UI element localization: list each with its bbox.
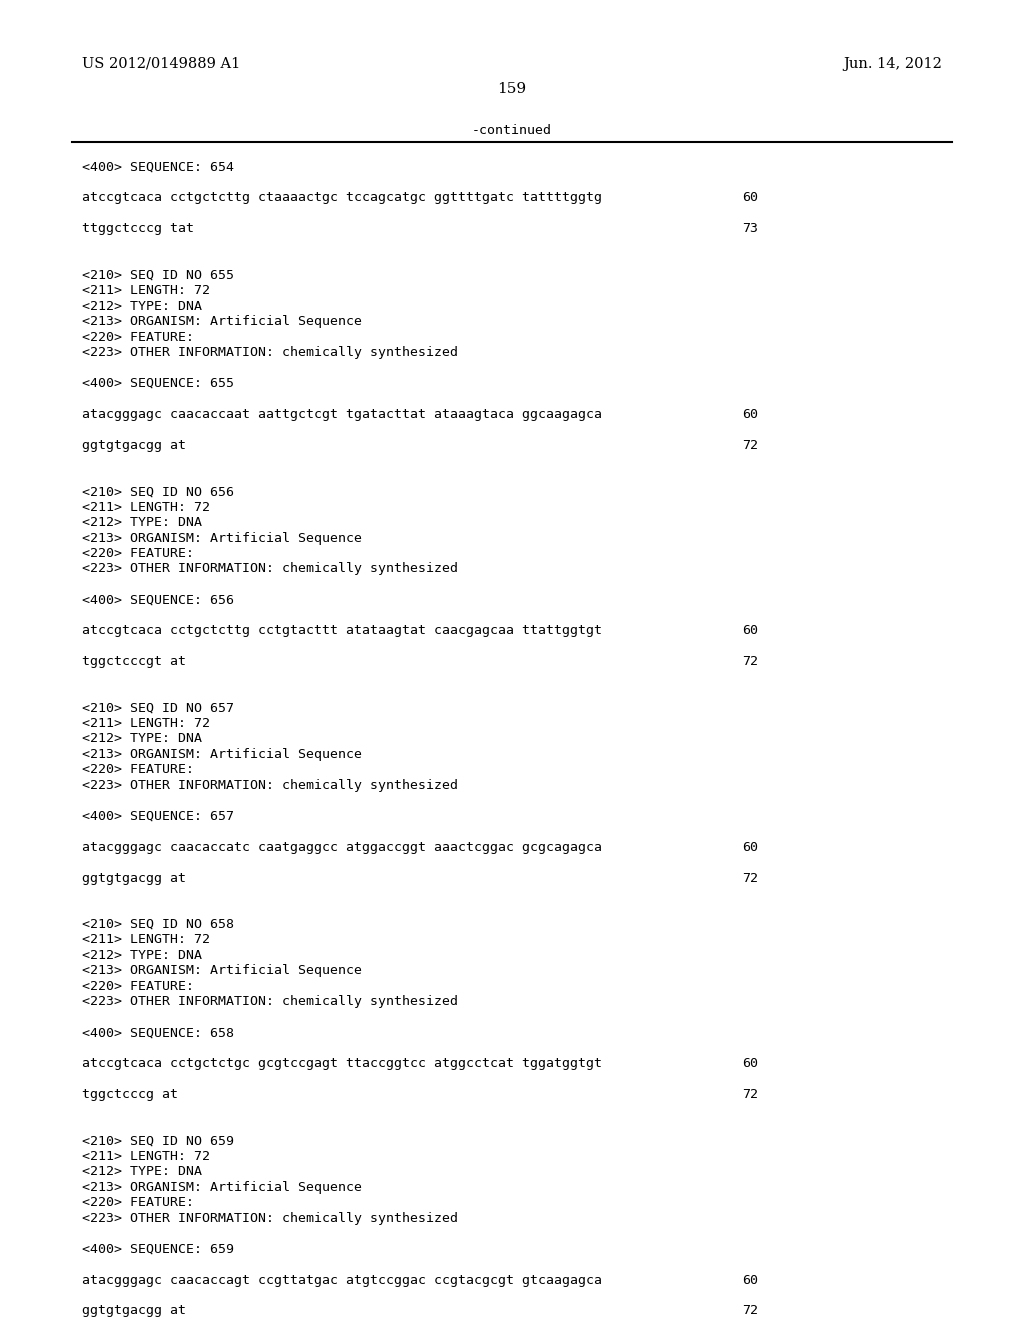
Text: <400> SEQUENCE: 655: <400> SEQUENCE: 655 [82, 378, 233, 389]
Text: <211> LENGTH: 72: <211> LENGTH: 72 [82, 284, 210, 297]
Text: <223> OTHER INFORMATION: chemically synthesized: <223> OTHER INFORMATION: chemically synt… [82, 1212, 458, 1225]
Text: atccgtcaca cctgctcttg ctaaaactgc tccagcatgc ggttttgatc tattttggtg: atccgtcaca cctgctcttg ctaaaactgc tccagca… [82, 191, 602, 205]
Text: <220> FEATURE:: <220> FEATURE: [82, 1196, 194, 1209]
Text: ggtgtgacgg at: ggtgtgacgg at [82, 871, 186, 884]
Text: <213> ORGANISM: Artificial Sequence: <213> ORGANISM: Artificial Sequence [82, 965, 361, 977]
Text: -continued: -continued [472, 124, 552, 137]
Text: <223> OTHER INFORMATION: chemically synthesized: <223> OTHER INFORMATION: chemically synt… [82, 995, 458, 1008]
Text: atacgggagc caacaccaat aattgctcgt tgatacttat ataaagtaca ggcaagagca: atacgggagc caacaccaat aattgctcgt tgatact… [82, 408, 602, 421]
Text: ttggctcccg tat: ttggctcccg tat [82, 222, 194, 235]
Text: <220> FEATURE:: <220> FEATURE: [82, 546, 194, 560]
Text: <211> LENGTH: 72: <211> LENGTH: 72 [82, 1150, 210, 1163]
Text: 60: 60 [742, 624, 759, 638]
Text: <400> SEQUENCE: 654: <400> SEQUENCE: 654 [82, 161, 233, 173]
Text: <210> SEQ ID NO 656: <210> SEQ ID NO 656 [82, 486, 233, 498]
Text: atccgtcaca cctgctctgc gcgtccgagt ttaccggtcc atggcctcat tggatggtgt: atccgtcaca cctgctctgc gcgtccgagt ttaccgg… [82, 1057, 602, 1071]
Text: <212> TYPE: DNA: <212> TYPE: DNA [82, 733, 202, 746]
Text: tggctcccgt at: tggctcccgt at [82, 655, 186, 668]
Text: 72: 72 [742, 1088, 759, 1101]
Text: <213> ORGANISM: Artificial Sequence: <213> ORGANISM: Artificial Sequence [82, 532, 361, 545]
Text: <213> ORGANISM: Artificial Sequence: <213> ORGANISM: Artificial Sequence [82, 1181, 361, 1193]
Text: 72: 72 [742, 871, 759, 884]
Text: atacgggagc caacaccatc caatgaggcc atggaccggt aaactcggac gcgcagagca: atacgggagc caacaccatc caatgaggcc atggacc… [82, 841, 602, 854]
Text: Jun. 14, 2012: Jun. 14, 2012 [843, 57, 942, 70]
Text: 60: 60 [742, 191, 759, 205]
Text: ggtgtgacgg at: ggtgtgacgg at [82, 1304, 186, 1317]
Text: <212> TYPE: DNA: <212> TYPE: DNA [82, 949, 202, 962]
Text: <210> SEQ ID NO 659: <210> SEQ ID NO 659 [82, 1134, 233, 1147]
Text: 60: 60 [742, 1057, 759, 1071]
Text: <211> LENGTH: 72: <211> LENGTH: 72 [82, 500, 210, 513]
Text: <213> ORGANISM: Artificial Sequence: <213> ORGANISM: Artificial Sequence [82, 748, 361, 760]
Text: 159: 159 [498, 82, 526, 95]
Text: <210> SEQ ID NO 658: <210> SEQ ID NO 658 [82, 917, 233, 931]
Text: <213> ORGANISM: Artificial Sequence: <213> ORGANISM: Artificial Sequence [82, 315, 361, 329]
Text: <220> FEATURE:: <220> FEATURE: [82, 330, 194, 343]
Text: <211> LENGTH: 72: <211> LENGTH: 72 [82, 717, 210, 730]
Text: 72: 72 [742, 655, 759, 668]
Text: 72: 72 [742, 438, 759, 451]
Text: <400> SEQUENCE: 656: <400> SEQUENCE: 656 [82, 594, 233, 606]
Text: atacgggagc caacaccagt ccgttatgac atgtccggac ccgtacgcgt gtcaagagca: atacgggagc caacaccagt ccgttatgac atgtccg… [82, 1274, 602, 1287]
Text: <212> TYPE: DNA: <212> TYPE: DNA [82, 516, 202, 529]
Text: 73: 73 [742, 222, 759, 235]
Text: 72: 72 [742, 1304, 759, 1317]
Text: <223> OTHER INFORMATION: chemically synthesized: <223> OTHER INFORMATION: chemically synt… [82, 779, 458, 792]
Text: <212> TYPE: DNA: <212> TYPE: DNA [82, 1166, 202, 1179]
Text: ggtgtgacgg at: ggtgtgacgg at [82, 438, 186, 451]
Text: <400> SEQUENCE: 657: <400> SEQUENCE: 657 [82, 809, 233, 822]
Text: US 2012/0149889 A1: US 2012/0149889 A1 [82, 57, 241, 70]
Text: 60: 60 [742, 1274, 759, 1287]
Text: <223> OTHER INFORMATION: chemically synthesized: <223> OTHER INFORMATION: chemically synt… [82, 346, 458, 359]
Text: 60: 60 [742, 841, 759, 854]
Text: <211> LENGTH: 72: <211> LENGTH: 72 [82, 933, 210, 946]
Text: <220> FEATURE:: <220> FEATURE: [82, 763, 194, 776]
Text: tggctcccg at: tggctcccg at [82, 1088, 178, 1101]
Text: <212> TYPE: DNA: <212> TYPE: DNA [82, 300, 202, 313]
Text: atccgtcaca cctgctcttg cctgtacttt atataagtat caacgagcaa ttattggtgt: atccgtcaca cctgctcttg cctgtacttt atataag… [82, 624, 602, 638]
Text: <400> SEQUENCE: 658: <400> SEQUENCE: 658 [82, 1026, 233, 1039]
Text: <210> SEQ ID NO 657: <210> SEQ ID NO 657 [82, 701, 233, 714]
Text: <220> FEATURE:: <220> FEATURE: [82, 979, 194, 993]
Text: <223> OTHER INFORMATION: chemically synthesized: <223> OTHER INFORMATION: chemically synt… [82, 562, 458, 576]
Text: <210> SEQ ID NO 655: <210> SEQ ID NO 655 [82, 269, 233, 281]
Text: 60: 60 [742, 408, 759, 421]
Text: <400> SEQUENCE: 659: <400> SEQUENCE: 659 [82, 1242, 233, 1255]
